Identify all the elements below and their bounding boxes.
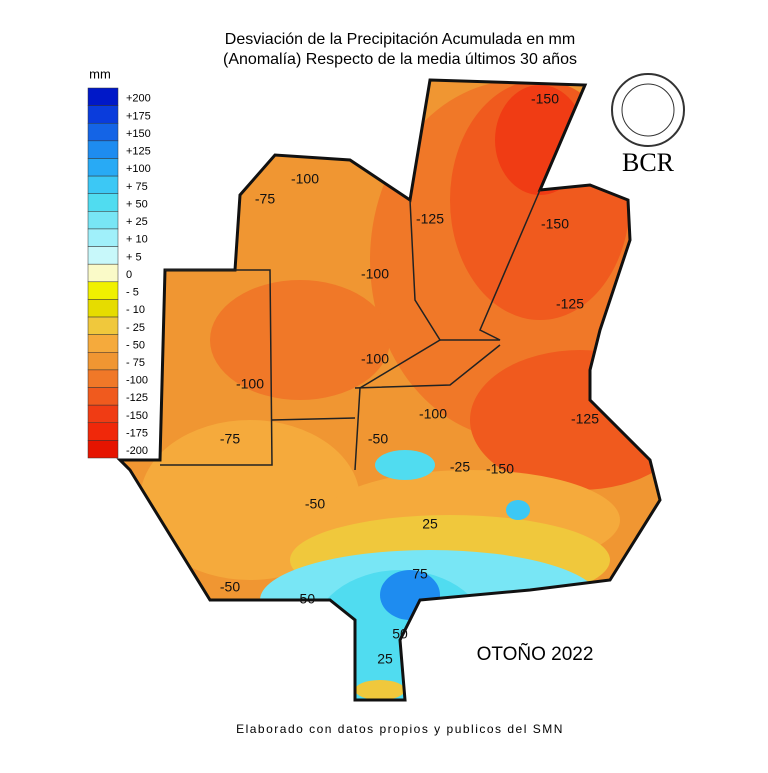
legend-label: - 25: [126, 322, 145, 334]
season-label: OTOÑO 2022: [477, 643, 594, 665]
contour-label: -100: [236, 376, 264, 392]
legend-label: +200: [126, 93, 151, 105]
legend-label: - 75: [126, 357, 145, 369]
legend-label: -200: [126, 445, 148, 457]
legend-label: + 75: [126, 181, 148, 193]
contour-label: 50: [392, 626, 408, 642]
legend-label: +150: [126, 128, 151, 140]
contour-label: -150: [541, 216, 569, 232]
legend-swatch: [87, 140, 119, 159]
legend-label: - 10: [126, 304, 145, 316]
legend-swatch: [87, 404, 119, 424]
legend: +200+175+150+125+100+ 75+ 50+ 25+ 10+ 50…: [87, 87, 151, 459]
legend-swatch: [87, 422, 119, 441]
contour-label: 25: [377, 651, 393, 667]
contour-label: -50: [220, 579, 240, 595]
province-borders: [160, 189, 541, 471]
legend-swatch: [87, 334, 119, 353]
logo: BCR: [611, 73, 685, 177]
legend-label: - 5: [126, 287, 139, 299]
contour-label: -25: [450, 459, 470, 475]
legend-label: +175: [126, 110, 151, 122]
legend-swatch: [87, 87, 119, 106]
legend-label: 0: [126, 269, 132, 281]
contour-label: -50: [295, 591, 315, 607]
legend-swatch: [87, 175, 119, 194]
legend-label: -150: [126, 410, 148, 422]
legend-label: -100: [126, 375, 148, 387]
logo-text: BCR: [622, 148, 675, 177]
legend-swatch: [87, 316, 119, 335]
legend-unit: mm: [89, 66, 111, 81]
legend-swatch: [87, 211, 119, 230]
legend-label: + 10: [126, 234, 148, 246]
legend-swatch: [87, 387, 119, 406]
legend-swatch: [87, 228, 119, 247]
contour-label: -100: [419, 406, 447, 422]
contour-label: -50: [368, 431, 388, 447]
contour-label: -100: [291, 171, 319, 187]
contour-label: -125: [416, 211, 444, 227]
contour-label: -75: [220, 431, 240, 447]
legend-swatch: [87, 122, 119, 142]
legend-label: +125: [126, 146, 151, 158]
legend-label: + 5: [126, 251, 142, 263]
legend-swatch: [87, 246, 119, 265]
legend-swatch: [87, 440, 119, 459]
contour-label: -50: [305, 496, 325, 512]
title-line: Desviación de la Precipitación Acumulada…: [225, 31, 575, 48]
legend-label: + 50: [126, 198, 148, 210]
contour-label: -100: [361, 266, 389, 282]
legend-swatch: [87, 369, 119, 388]
legend-swatch: [87, 263, 119, 283]
legend-label: -125: [126, 392, 148, 404]
legend-swatch: [87, 352, 119, 371]
contour-label: -75: [255, 191, 275, 207]
legend-label: -175: [126, 427, 148, 439]
contour-label: -125: [556, 296, 584, 312]
contour-label: -150: [486, 461, 514, 477]
legend-label: + 25: [126, 216, 148, 228]
contour-label: -150: [531, 91, 559, 107]
legend-swatch: [87, 158, 119, 177]
contour-label: -125: [571, 411, 599, 427]
contour-labels: -75 -100 -100 -100 -100 -75 -125 -125 -150 -125 -1…: [220, 91, 599, 667]
legend-label: +100: [126, 163, 151, 175]
footer-note: Elaborado con datos propios y publicos d…: [236, 722, 564, 736]
contour-label: 25: [422, 516, 438, 532]
title-line: (Anomalía) Respecto de la media últimos …: [223, 51, 577, 68]
contour-label: 75: [412, 566, 428, 582]
legend-swatch: [87, 105, 119, 124]
legend-swatch: [87, 193, 119, 212]
contour-label: -100: [361, 351, 389, 367]
anomaly-field: [120, 80, 660, 700]
legend-swatch: [87, 281, 119, 300]
legend-label: - 50: [126, 339, 145, 351]
legend-swatch: [87, 299, 119, 318]
